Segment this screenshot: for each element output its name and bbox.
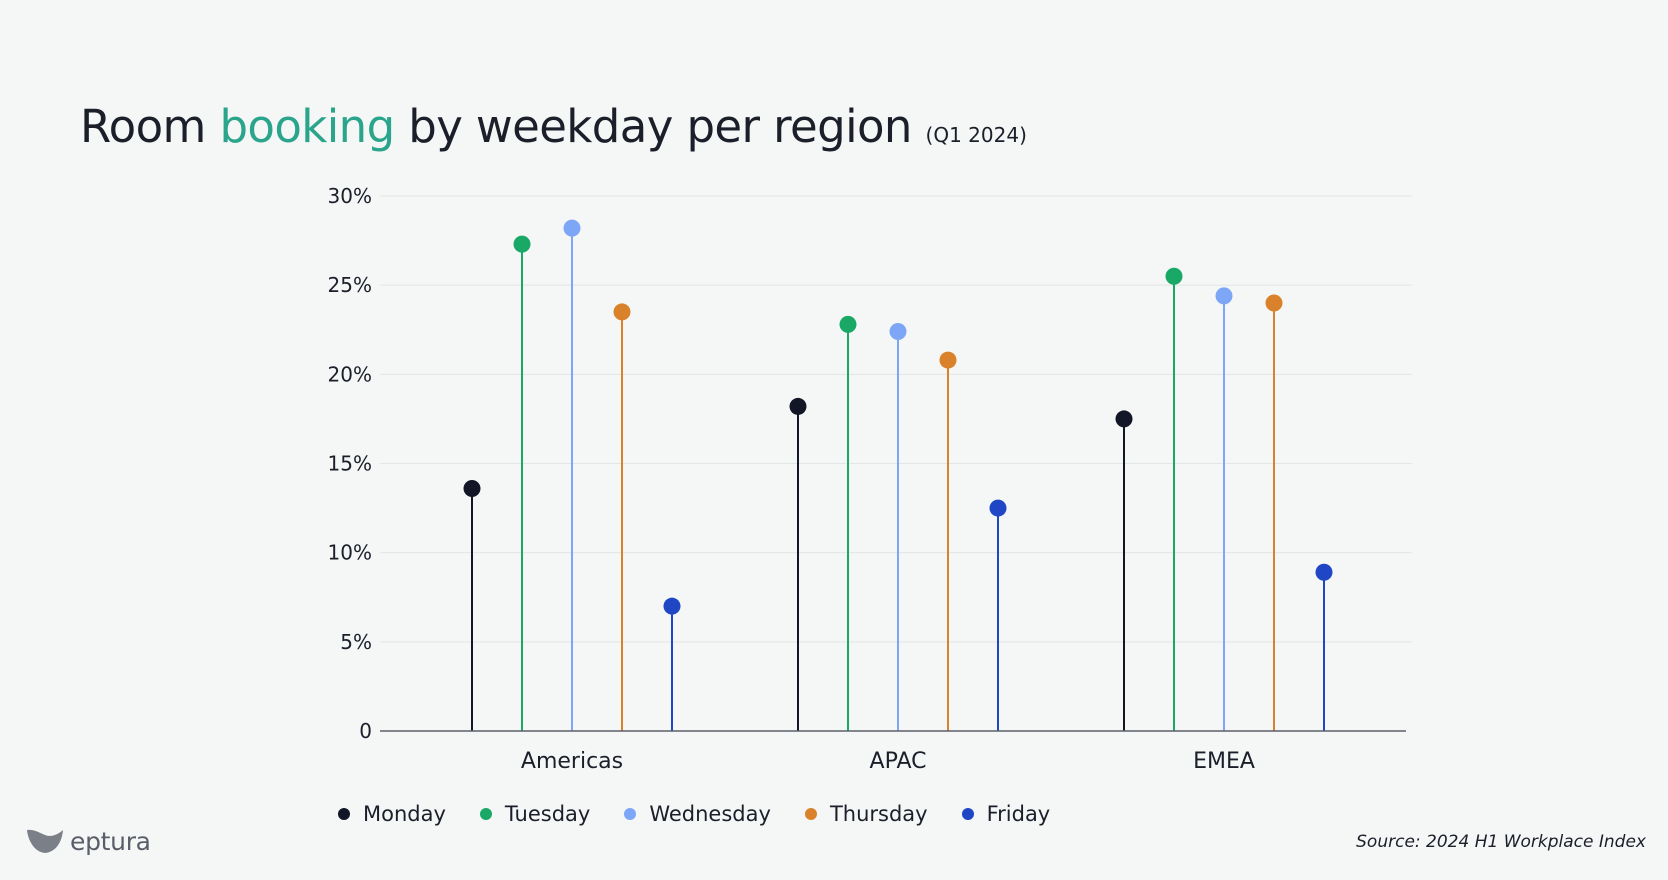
lollipop-point xyxy=(989,499,1007,517)
legend-item: Friday xyxy=(961,802,1051,826)
y-tick-label: 30% xyxy=(328,184,372,208)
lollipop-point xyxy=(513,235,531,253)
legend-marker xyxy=(804,808,817,820)
legend-label: Monday xyxy=(363,802,446,826)
legend-label: Thursday xyxy=(829,802,928,826)
lollipop-point xyxy=(889,323,907,341)
lollipop-point xyxy=(463,479,481,497)
lollipop-point xyxy=(613,303,631,321)
chart-legend: Monday Tuesday Wednesday Thursday Friday xyxy=(338,802,1084,826)
y-tick-label: 10% xyxy=(328,541,372,565)
legend-marker xyxy=(338,808,350,820)
lollipop-point xyxy=(1165,267,1183,285)
legend-marker xyxy=(961,808,974,820)
x-axis-category-labels: Americas APAC EMEA xyxy=(521,749,1255,774)
chart-title: Room booking by weekday per region (Q1 2… xyxy=(80,100,1027,153)
legend-item: Thursday xyxy=(804,802,928,826)
legend-marker xyxy=(624,808,637,820)
chart-subtitle: (Q1 2024) xyxy=(925,123,1027,148)
y-tick-label: 0 xyxy=(359,719,372,743)
lollipop-point xyxy=(1115,410,1133,428)
legend-label: Wednesday xyxy=(649,802,771,826)
lollipop-point xyxy=(1215,287,1233,305)
y-tick-label: 20% xyxy=(328,362,372,386)
eptura-logo-icon xyxy=(27,829,63,853)
lollipop-point xyxy=(1265,294,1283,312)
legend-marker xyxy=(479,808,492,820)
legend-item: Monday xyxy=(338,802,446,826)
source-note: Source: 2024 H1 Workplace Index xyxy=(1356,832,1646,852)
lollipop-point xyxy=(1315,563,1333,581)
title-part-2: by weekday per region xyxy=(394,100,912,154)
legend-label: Tuesday xyxy=(504,802,591,826)
x-category-label: Americas xyxy=(521,749,623,774)
lollipop-point xyxy=(939,351,957,369)
title-accent-word: booking xyxy=(219,100,395,154)
logo-text: eptura xyxy=(70,826,151,856)
legend-item: Wednesday xyxy=(624,802,771,826)
y-tick-label: 15% xyxy=(328,452,372,476)
y-tick-label: 5% xyxy=(340,630,372,654)
x-category-label: EMEA xyxy=(1193,749,1255,774)
eptura-logo: eptura xyxy=(26,826,151,856)
lollipop-point xyxy=(663,597,681,615)
title-part-1: Room xyxy=(80,100,220,154)
lollipop-point xyxy=(789,397,807,415)
lollipop-point xyxy=(563,219,581,237)
x-category-label: APAC xyxy=(870,749,927,774)
lollipop-point xyxy=(839,315,857,333)
legend-label: Friday xyxy=(986,802,1051,826)
grid-lines xyxy=(380,195,1412,643)
legend-item: Tuesday xyxy=(479,802,591,826)
lollipop-stems xyxy=(463,219,1333,731)
y-tick-label: 25% xyxy=(328,273,372,297)
y-axis-tick-labels: 0 5% 10% 15% 20% 25% 30% xyxy=(328,184,372,743)
